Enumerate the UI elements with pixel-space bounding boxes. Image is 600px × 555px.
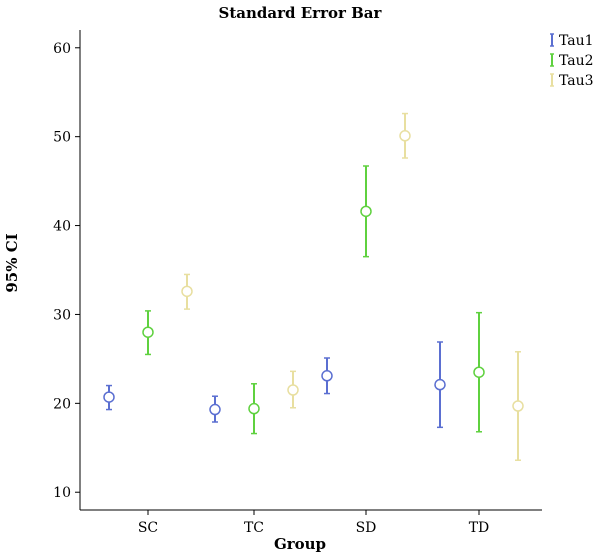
mean-point	[321, 370, 333, 382]
y-tick-label: 60	[53, 41, 71, 57]
error-bar-tau2-tc	[248, 383, 260, 435]
error-bar-tau2-td	[473, 311, 485, 433]
legend-label: Tau1	[559, 33, 594, 49]
x-axis-title: Group	[274, 535, 326, 553]
mean-point	[473, 366, 485, 378]
mean-point	[287, 384, 299, 396]
x-tick-label: SD	[356, 520, 377, 536]
legend-item-tau2: Tau2	[550, 53, 594, 69]
mean-point	[512, 400, 524, 412]
legend-item-tau1: Tau1	[550, 33, 594, 49]
mean-point	[103, 391, 115, 403]
legend-item-tau3: Tau3	[550, 73, 594, 89]
x-tick-label: SC	[138, 520, 158, 536]
axes: 10 20 30 40 50 60 SC TC SD TD	[53, 30, 542, 536]
mean-point	[360, 205, 372, 218]
mean-point	[181, 285, 193, 298]
y-axis-title: 95% CI	[3, 233, 21, 292]
mean-point	[248, 402, 260, 415]
legend-label: Tau3	[559, 73, 594, 89]
error-bar-tau3-sd	[399, 112, 411, 159]
error-bar-tau2-sd	[360, 165, 372, 258]
y-tick-label: 50	[53, 130, 71, 146]
y-tick-label: 20	[53, 396, 71, 412]
y-tick-label: 10	[53, 485, 71, 501]
error-bar-tau1-sc	[103, 384, 115, 411]
y-tick-label: 40	[53, 219, 71, 235]
mean-point	[399, 130, 411, 142]
mean-point	[209, 403, 221, 416]
error-bar-tau3-sc	[181, 273, 193, 310]
error-bar-tau1-td	[434, 341, 446, 429]
mean-point	[434, 378, 446, 391]
error-bar-tau2-sc	[142, 310, 154, 356]
error-bar-tau3-tc	[287, 370, 299, 409]
error-bar-tau1-sd	[321, 357, 333, 395]
legend: Tau1 Tau2 Tau3	[550, 33, 594, 89]
error-bar-tau1-tc	[209, 395, 221, 423]
x-tick-label: TC	[244, 520, 264, 536]
error-bar-tau3-td	[512, 351, 524, 461]
mean-point	[142, 326, 154, 338]
legend-label: Tau2	[559, 53, 594, 69]
data-marks	[103, 112, 524, 461]
chart-title: Standard Error Bar	[219, 4, 383, 22]
y-tick-label: 30	[53, 307, 71, 323]
x-tick-label: TD	[469, 520, 490, 536]
